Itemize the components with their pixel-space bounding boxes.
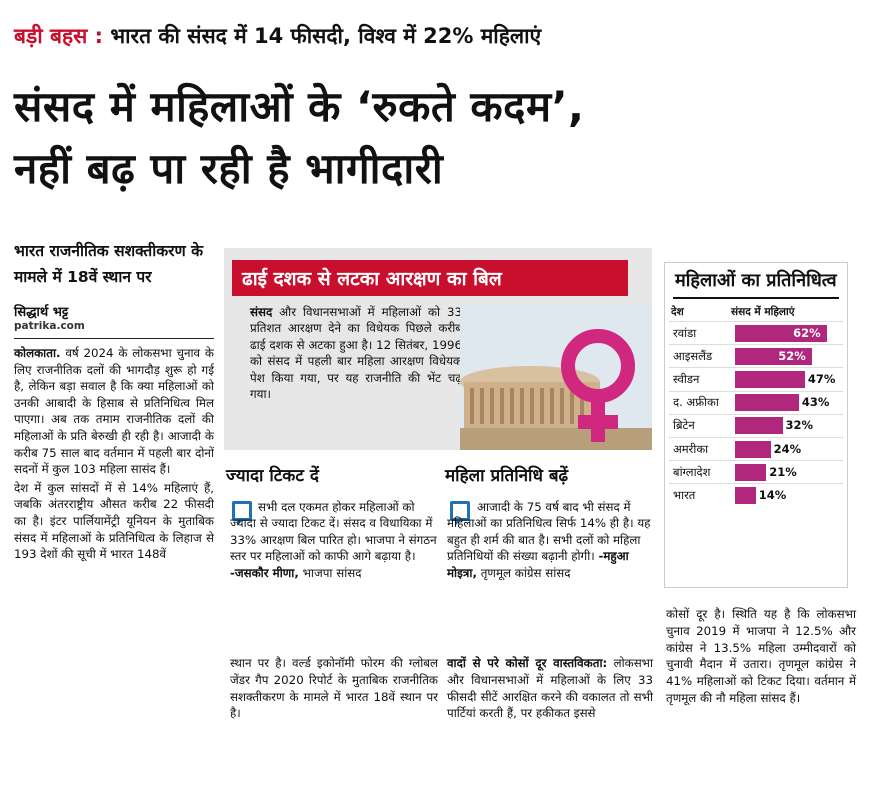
sub-head: वादों से परे कोसों दूर वास्तविकता: [447, 656, 608, 670]
story-col4: कोसों दूर है। स्थिति यह है कि लोकसभा चुन… [666, 607, 856, 705]
chart-row: स्वीडन 47% [669, 367, 843, 390]
quote1-name: -जसकौर मीणा, [230, 565, 299, 580]
parliament-illustration [460, 304, 652, 450]
chart-country-label: बांग्लादेश [673, 464, 711, 479]
kicker-label: बड़ी बहस : [14, 24, 104, 48]
chart-row: द. अफ्रीका 43% [669, 390, 843, 414]
chart-row: ब्रिटेन 32% [669, 413, 843, 437]
chart-bar-track: 21% [735, 463, 843, 481]
headline-line-2: नहीं बढ़ पा रही है भागीदारी [14, 144, 444, 193]
story-column-3: वादों से परे कोसों दूर वास्तविकता: लोकसभ… [447, 655, 653, 722]
chart-bar [735, 324, 828, 342]
feature-box: ढाई दशक से लटका आरक्षण का बिल संसद और वि… [224, 248, 652, 450]
chart-title: महिलाओं का प्रतिनिधित्व [675, 270, 837, 291]
byline: सिद्धार्थ भट्ट patrika.com [14, 302, 214, 332]
chart-bar [735, 486, 756, 504]
parliament-image [460, 304, 652, 450]
chart-bar-track: 24% [735, 440, 843, 458]
quote1-text: सभी दल एकमत होकर महिलाओं को ज्यादा से ज्… [230, 500, 437, 564]
quote2-box: आजादी के 75 वर्ष बाद भी संसद में महिलाओं… [447, 499, 653, 581]
chart-row: रवांडा 62% [669, 321, 843, 344]
chart-bar [735, 463, 767, 481]
chart-header: देश संसद में महिलाएं [665, 299, 847, 321]
divider [14, 338, 214, 339]
story-body: कोलकाता. वर्ष 2024 के लोकसभा चुनाव के लि… [14, 345, 214, 563]
chart-bar [735, 394, 799, 412]
feature-lead: संसद [250, 305, 273, 319]
quote1-role: भाजपा सांसद [302, 565, 362, 580]
story-column-2: स्थान पर है। वर्ल्ड इकोनॉमी फोरम की ग्लो… [230, 655, 438, 722]
chart-value-label: 32% [785, 418, 814, 433]
chart-value-label: 62% [793, 325, 821, 340]
chart-bar-track: 62% [735, 324, 843, 342]
story-column-4: कोसों दूर है। स्थिति यह है कि लोकसभा चुन… [666, 606, 856, 707]
chart-value-label: 52% [778, 348, 806, 363]
quote1-head: ज्यादा टिकट दें [226, 466, 319, 486]
quote2-name: -महुआ मोइत्रा, [447, 549, 629, 580]
quote2-head: महिला प्रतिनिधि बढ़ें [445, 466, 569, 486]
headline: संसद में महिलाओं के ‘रुकते कदम’, नहीं बढ… [14, 76, 585, 200]
chart-bars: रवांडा 62% आइसलैंड 52% स्वीडन 47% द. अफ्रीका 43… [665, 321, 847, 507]
chart-country-label: द. अफ्रीका [673, 395, 719, 410]
chart-bar-track: 47% [735, 370, 843, 388]
quote2-role: तृणमूल कांग्रेस सांसद [480, 565, 571, 580]
feature-title: ढाई दशक से लटका आरक्षण का बिल [232, 260, 628, 296]
chart-row: भारत 14% [669, 483, 843, 506]
chart-country-label: आइसलैंड [673, 348, 713, 363]
headline-line-1: संसद में महिलाओं के ‘रुकते कदम’, [14, 82, 585, 131]
byline-site: patrika.com [14, 320, 85, 332]
chart-bar [735, 347, 813, 365]
chart-country-label: अमरीका [673, 441, 709, 456]
chart-bar-track: 43% [735, 394, 843, 412]
chart-value-label: 21% [769, 464, 797, 479]
feature-body: और विधानसभाओं में महिलाओं को 33 प्रतिशत … [250, 305, 463, 402]
chart-bar [735, 417, 783, 435]
chart-row: अमरीका 24% [669, 436, 843, 460]
chart-value-label: 43% [801, 395, 830, 410]
story-column-1: भारत राजनीतिक सशक्तीकरण के मामले में 18व… [14, 238, 214, 563]
story-col2: स्थान पर है। वर्ल्ड इकोनॉमी फोरम की ग्लो… [230, 656, 438, 721]
chart-row: आइसलैंड 52% [669, 344, 843, 367]
quote-icon [450, 501, 470, 526]
dateline: कोलकाता. [14, 346, 61, 360]
story-col3: लोकसभा और विधानसभाओं में महिलाओं के लिए … [447, 656, 654, 721]
chart-bar [735, 440, 771, 458]
chart-bar-track: 52% [735, 347, 843, 365]
chart-bar-track: 32% [735, 417, 843, 435]
kicker: बड़ी बहस : भारत की संसद में 14 फीसदी, वि… [14, 22, 541, 50]
deck: भारत राजनीतिक सशक्तीकरण के मामले में 18व… [14, 242, 204, 286]
chart-country-label: रवांडा [673, 325, 697, 340]
byline-name: सिद्धार्थ भट्ट [14, 305, 69, 320]
chart-title-rule [673, 297, 839, 299]
chart-row: बांग्लादेश 21% [669, 460, 843, 483]
quote1-box: सभी दल एकमत होकर महिलाओं को ज्यादा से ज्… [230, 499, 438, 581]
representation-chart-panel: महिलाओं का प्रतिनिधित्व देश संसद में महि… [664, 262, 848, 588]
chart-country-label: ब्रिटेन [673, 418, 695, 433]
chart-bar [735, 370, 805, 388]
story-p1: वर्ष 2024 के लोकसभा चुनाव के लिए राजनीति… [14, 346, 214, 477]
chart-bar-track: 14% [735, 486, 843, 504]
chart-country-label: स्वीडन [673, 371, 700, 386]
chart-col-country: देश [671, 306, 684, 318]
quote2-text: आजादी के 75 वर्ष बाद भी संसद में महिलाओं… [447, 500, 651, 564]
quote-icon [232, 501, 252, 526]
kicker-text: भारत की संसद में 14 फीसदी, विश्व में 22%… [110, 24, 542, 48]
feature-text: संसद और विधानसभाओं में महिलाओं को 33 प्र… [250, 304, 462, 402]
story-p2: देश में कुल सांसदों में से 14% महिलाएं ह… [14, 480, 214, 562]
chart-value-label: 24% [773, 441, 802, 456]
chart-col-value: संसद में महिलाएं [731, 306, 795, 318]
chart-value-label: 14% [758, 487, 787, 502]
chart-country-label: भारत [673, 487, 696, 502]
chart-value-label: 47% [807, 371, 836, 386]
